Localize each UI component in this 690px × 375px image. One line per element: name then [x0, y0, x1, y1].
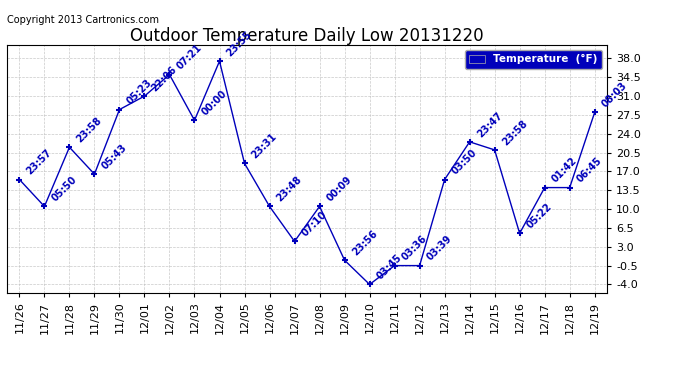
Text: 05:22: 05:22	[525, 201, 554, 231]
Legend: Temperature  (°F): Temperature (°F)	[465, 50, 602, 69]
Text: 03:36: 03:36	[400, 234, 429, 263]
Text: 23:48: 23:48	[275, 174, 304, 204]
Text: 03:45: 03:45	[375, 253, 404, 282]
Text: 01:42: 01:42	[550, 156, 579, 185]
Text: 23:55: 23:55	[225, 29, 254, 58]
Text: 23:58: 23:58	[500, 118, 529, 147]
Text: 06:45: 06:45	[575, 156, 604, 185]
Text: 00:00: 00:00	[200, 88, 229, 117]
Text: 22:06: 22:06	[150, 64, 179, 93]
Text: 07:21: 07:21	[175, 43, 204, 72]
Text: 23:57: 23:57	[25, 148, 54, 177]
Text: 03:50: 03:50	[450, 148, 479, 177]
Text: 23:47: 23:47	[475, 110, 504, 139]
Text: 08:03: 08:03	[600, 80, 629, 110]
Text: 23:58: 23:58	[75, 116, 104, 144]
Text: 05:43: 05:43	[100, 142, 129, 171]
Text: 05:23: 05:23	[125, 78, 154, 107]
Text: 23:31: 23:31	[250, 132, 279, 160]
Text: 05:50: 05:50	[50, 175, 79, 204]
Text: 23:56: 23:56	[350, 228, 379, 258]
Text: 03:39: 03:39	[425, 234, 454, 263]
Text: Copyright 2013 Cartronics.com: Copyright 2013 Cartronics.com	[7, 15, 159, 25]
Title: Outdoor Temperature Daily Low 20131220: Outdoor Temperature Daily Low 20131220	[130, 27, 484, 45]
Text: 00:09: 00:09	[325, 175, 354, 204]
Text: 07:10: 07:10	[300, 210, 329, 238]
